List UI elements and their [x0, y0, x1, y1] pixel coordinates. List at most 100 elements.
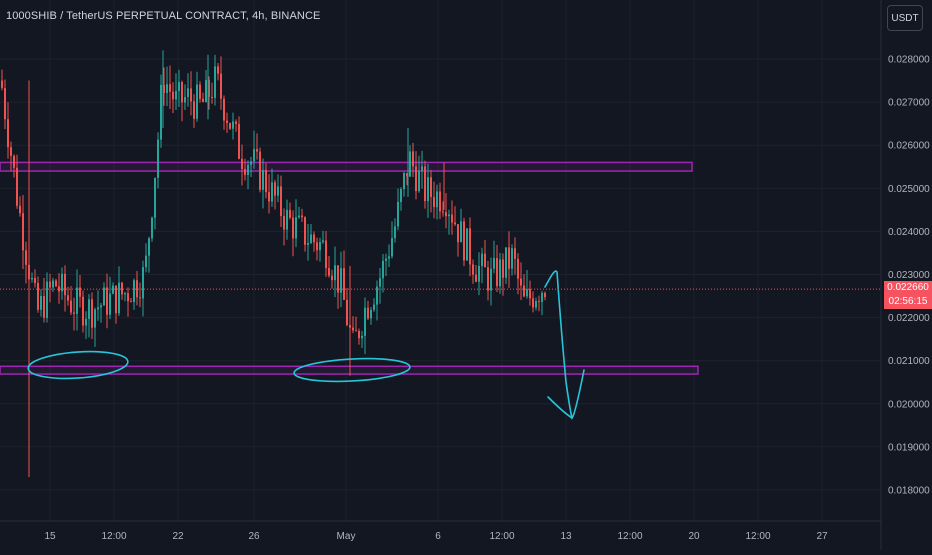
candle [439, 182, 441, 219]
candle-body [73, 312, 75, 314]
candle [385, 253, 387, 277]
candle-body [25, 250, 27, 265]
candle-body [175, 90, 177, 100]
candle [382, 254, 384, 293]
candle-body [538, 301, 540, 303]
candle-body [340, 268, 342, 293]
candle-body [244, 168, 246, 175]
candle-body [481, 253, 483, 266]
candle [232, 112, 234, 140]
candle-body [148, 238, 150, 256]
candle [247, 160, 249, 190]
candle [313, 231, 315, 252]
candle-body [445, 212, 447, 217]
candle [226, 112, 228, 133]
candle [538, 295, 540, 312]
candle [133, 278, 135, 310]
candle-body [121, 282, 123, 295]
candle-body [142, 267, 144, 299]
candle [328, 256, 330, 278]
time-tick-label: 15 [44, 531, 56, 542]
candle-body [154, 177, 156, 218]
candle-body [103, 287, 105, 306]
candle-body [76, 287, 78, 314]
candle [490, 257, 492, 306]
candle [424, 160, 426, 209]
candle-body [301, 215, 303, 218]
candle-body [505, 247, 507, 278]
candle-body [370, 309, 372, 319]
candle-body [355, 330, 357, 332]
candle-body [304, 217, 306, 245]
candle-body [7, 119, 9, 148]
candle [214, 54, 216, 106]
candle-body [325, 240, 327, 269]
candle [388, 244, 390, 267]
candle-body [424, 166, 426, 202]
candle [412, 142, 414, 178]
candle [70, 286, 72, 316]
candle [91, 292, 93, 339]
candle-body [403, 173, 405, 190]
candle [274, 179, 276, 210]
time-tick-label: 13 [560, 531, 572, 542]
candle [130, 298, 132, 303]
candle-body [523, 285, 525, 297]
candle [451, 200, 453, 235]
candle [283, 208, 285, 246]
candle [244, 158, 246, 181]
candle [13, 154, 15, 178]
price-tick-label: 0.022000 [888, 313, 930, 324]
currency-button[interactable]: USDT [887, 5, 923, 31]
candle-countdown: 02:56:15 [884, 295, 932, 310]
candle-body [274, 182, 276, 196]
candle-body [166, 84, 168, 93]
candle [511, 244, 513, 276]
candle-body [502, 259, 504, 278]
candle [505, 247, 507, 284]
candle [1, 69, 3, 91]
candle-body [88, 299, 90, 319]
candle-body [361, 335, 363, 339]
candle [112, 282, 114, 295]
candle [379, 268, 381, 304]
candle-body [286, 209, 288, 230]
candle [97, 290, 99, 321]
candle-body [262, 169, 264, 190]
candle [433, 181, 435, 219]
candle-body [199, 84, 201, 99]
candle [280, 175, 282, 227]
candle [184, 84, 186, 111]
time-tick-label: 12:00 [617, 531, 642, 542]
candle-body [532, 298, 534, 308]
candle-body [178, 82, 180, 91]
candle-body [490, 268, 492, 291]
candle [220, 56, 222, 110]
candle-body [226, 120, 228, 124]
candle [364, 297, 366, 355]
candle-body [250, 161, 252, 165]
candle [190, 71, 192, 116]
candle [268, 174, 270, 214]
candle [397, 188, 399, 231]
candle [331, 269, 333, 289]
time-tick-label: 12:00 [489, 531, 514, 542]
candle-body [328, 268, 330, 276]
price-axis[interactable]: 0.028000 0.027000 0.026000 0.025000 0.024000… [880, 0, 930, 550]
zones [0, 161, 699, 375]
support-circle-middle [293, 357, 411, 383]
candle-body [472, 264, 474, 275]
candle-body [316, 242, 318, 251]
candle [175, 73, 177, 110]
candle-body [37, 282, 39, 310]
candle [109, 276, 111, 320]
candle-body [376, 286, 378, 305]
candle-body [406, 173, 408, 177]
candle [199, 81, 201, 103]
candle [166, 66, 168, 107]
candle-body [1, 80, 3, 89]
candle [532, 291, 534, 313]
time-axis[interactable]: 15 12:00 22 26 May 6 12:00 13 12:00 20 12:00 27 [0, 520, 881, 542]
